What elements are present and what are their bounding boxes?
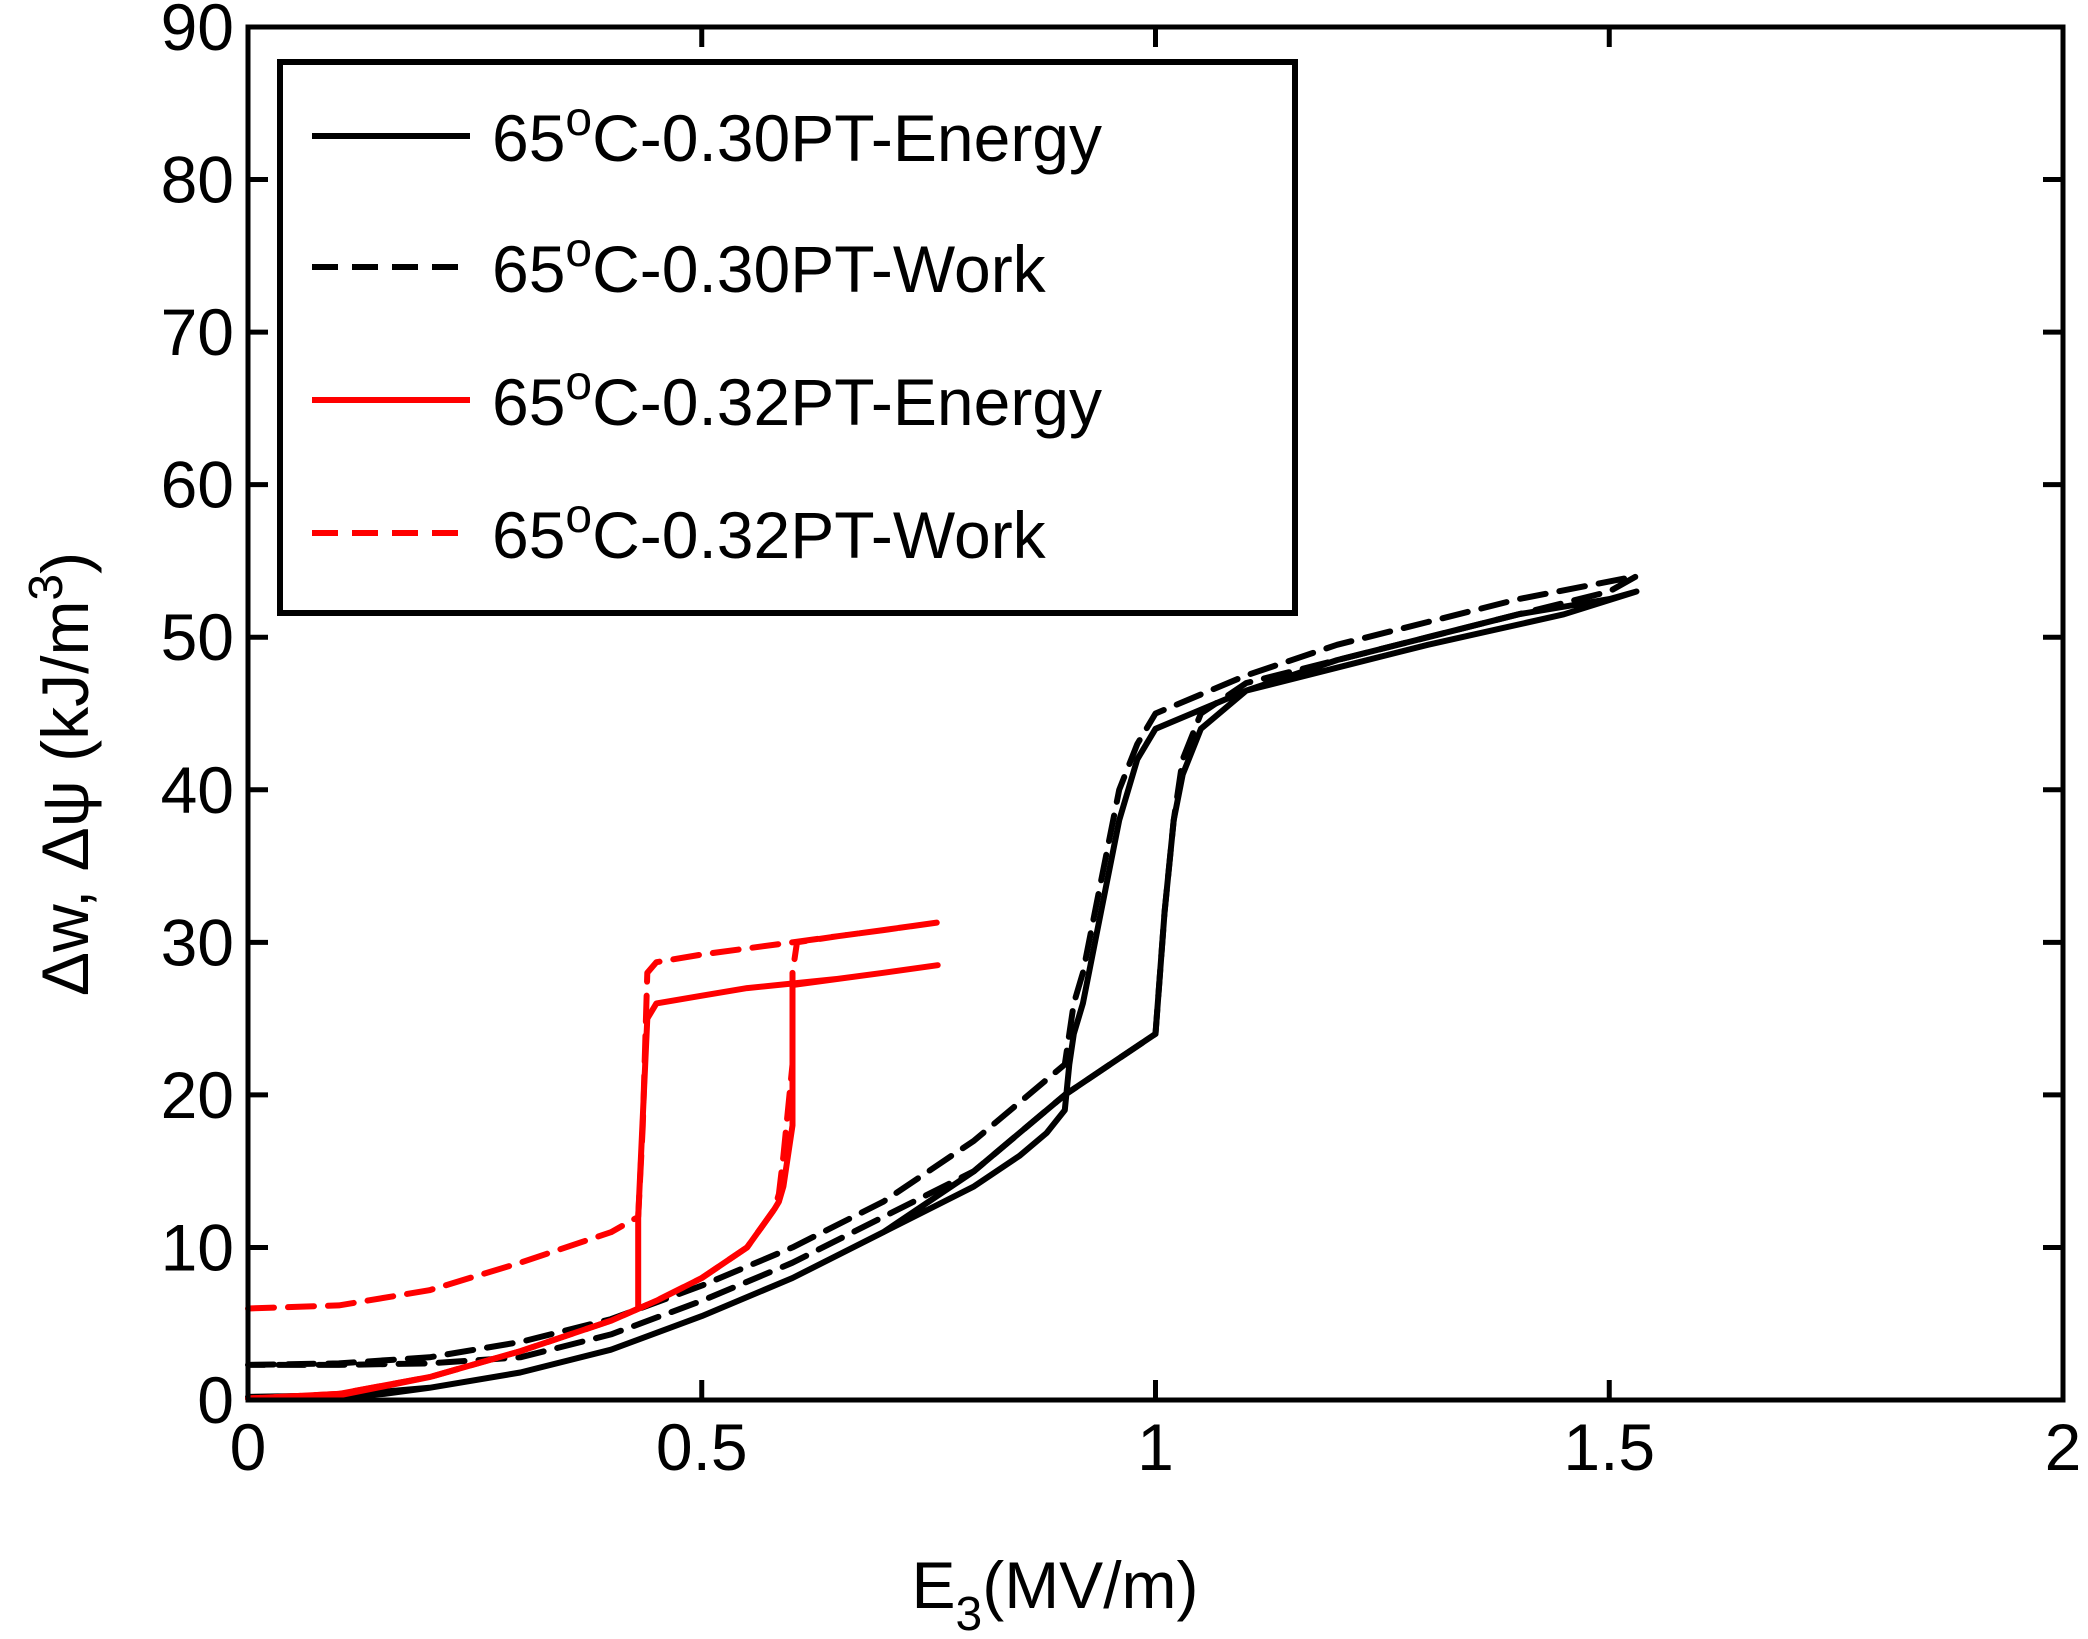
legend-label-main: 65 xyxy=(492,101,565,175)
y-tick-label: 30 xyxy=(161,905,234,979)
series-line-2 xyxy=(245,573,1640,1368)
legend-label-superscript: o xyxy=(565,357,592,410)
legend-box xyxy=(277,59,1298,616)
series-line-1 xyxy=(245,588,1640,1400)
series-line-4 xyxy=(245,919,941,1402)
x-axis-label-subscript: 3 xyxy=(956,1588,983,1639)
y-axis-label-superscript: 3 xyxy=(20,574,73,601)
legend-label-superscript: o xyxy=(565,490,592,543)
y-axis-ticks: 0 10 20 30 40 50 60 70 80 90 xyxy=(161,0,2063,1437)
legend-label-main: 65 xyxy=(492,498,565,572)
x-tick-label: 0.5 xyxy=(656,1410,748,1484)
x-axis-ticks: 0 0.5 1 1.5 2 xyxy=(230,27,2082,1484)
plot-area xyxy=(245,573,1640,1402)
legend-label-superscript: o xyxy=(565,224,592,277)
legend-label-2: 65oC-0.30PT-Work xyxy=(492,224,1047,306)
y-tick-label: 80 xyxy=(161,143,234,217)
legend-label-rest: C-0.30PT-Work xyxy=(592,232,1047,306)
x-tick-label: 2 xyxy=(2045,1410,2082,1484)
y-tick-label: 50 xyxy=(161,600,234,674)
legend-label-3: 65oC-0.32PT-Energy xyxy=(492,357,1102,439)
x-tick-label: 0 xyxy=(230,1410,267,1484)
x-axis-label-main: E xyxy=(911,1548,955,1622)
x-axis-label-rest: (MV/m) xyxy=(982,1548,1198,1622)
series-line-3 xyxy=(245,962,941,1402)
y-tick-label: 10 xyxy=(161,1210,234,1284)
y-tick-label: 40 xyxy=(161,753,234,827)
legend-label-rest: C-0.30PT-Energy xyxy=(592,101,1102,175)
legend-label-rest: C-0.32PT-Energy xyxy=(592,365,1102,439)
legend-label-main: 65 xyxy=(492,232,565,306)
y-tick-label: 60 xyxy=(161,448,234,522)
x-tick-label: 1 xyxy=(1137,1410,1174,1484)
y-tick-label: 70 xyxy=(161,295,234,369)
legend-label-main: 65 xyxy=(492,365,565,439)
y-tick-label: 20 xyxy=(161,1058,234,1132)
legend-label-1: 65oC-0.30PT-Energy xyxy=(492,93,1102,175)
legend: 65oC-0.30PT-Energy65oC-0.30PT-Work65oC-0… xyxy=(277,59,1298,616)
y-axis-label-main: Δw, Δψ (kJ/m xyxy=(28,601,102,997)
legend-label-rest: C-0.32PT-Work xyxy=(592,498,1047,572)
legend-label-superscript: o xyxy=(565,93,592,146)
y-axis-label: Δw, Δψ (kJ/m3) xyxy=(20,552,102,996)
y-tick-label: 0 xyxy=(197,1363,234,1437)
x-axis-label: E3(MV/m) xyxy=(911,1548,1198,1639)
x-tick-label: 1.5 xyxy=(1563,1410,1655,1484)
legend-label-4: 65oC-0.32PT-Work xyxy=(492,490,1047,572)
y-axis-label-end: ) xyxy=(28,552,102,574)
y-tick-label: 90 xyxy=(161,0,234,64)
